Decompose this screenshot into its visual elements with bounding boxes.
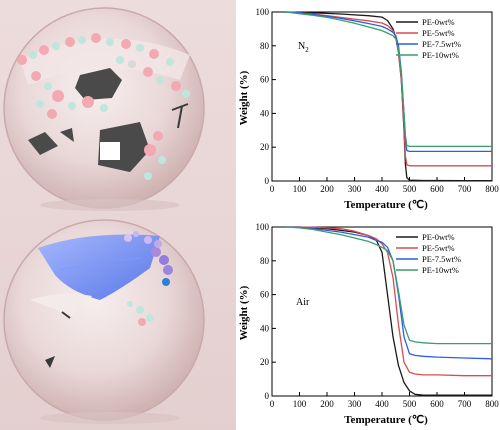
- legend-entry: PE-0wt%: [422, 232, 455, 242]
- legend-entry: PE-5wt%: [422, 243, 455, 253]
- legend-entry: PE-5wt%: [422, 28, 455, 38]
- x-tick-label: 200: [320, 399, 334, 409]
- y-axis-title: Weight (%): [238, 285, 250, 340]
- legend-entry: PE-10wt%: [422, 50, 459, 60]
- series-line-3: [285, 11, 492, 148]
- x-tick-label: 500: [403, 399, 417, 409]
- y-tick-label: 40: [260, 323, 270, 333]
- series-line-0: [285, 11, 492, 182]
- series-line-2: [285, 226, 493, 360]
- y-tick-label: 100: [256, 222, 270, 232]
- molecule-beads: [17, 33, 190, 180]
- y-tick-label: 0: [265, 176, 270, 186]
- annotation-subscript: 2: [305, 46, 309, 54]
- legend-entry: PE-7.5wt%: [422, 254, 461, 264]
- x-tick-label: 300: [348, 399, 362, 409]
- dark-hole: [75, 68, 122, 100]
- series-line-1: [285, 11, 492, 167]
- plot-frame: [271, 11, 493, 182]
- y-tick-label: 80: [260, 256, 270, 266]
- x-tick-label: 700: [458, 399, 472, 409]
- series-line-0: [285, 226, 492, 396]
- series-line-3: [285, 226, 492, 345]
- y-axis-title: Weight (%): [238, 70, 250, 125]
- y-tick-label: 100: [256, 7, 270, 17]
- y-tick-label: 60: [260, 290, 270, 300]
- x-tick-label: 400: [375, 184, 389, 194]
- y-tick-label: 40: [260, 108, 270, 118]
- x-tick-label: 800: [485, 184, 499, 194]
- y-tick-label: 0: [265, 391, 270, 401]
- chart-nitrogen: 0 100 200 300 400 500 600 700 800 0 20 40 60 80 100 PE-…: [238, 7, 499, 211]
- x-tick-label: 400: [375, 399, 389, 409]
- char-layer-sheet: [38, 234, 160, 300]
- legend-entry: PE-10wt%: [422, 265, 459, 275]
- annotation-label: N2: [298, 41, 309, 54]
- annotation-main: N: [298, 41, 305, 52]
- x-tick-label: 600: [430, 399, 444, 409]
- series-line-2: [285, 11, 492, 153]
- x-axis-title: Temperature (℃): [344, 414, 428, 426]
- x-tick-label: 600: [430, 184, 444, 194]
- annotation-main: Air: [296, 297, 310, 308]
- dark-hole: [28, 132, 58, 155]
- chart-air: 0 100 200 300 400 500 600 700 800 0 20 40 60 80 100 PE-…: [238, 222, 499, 426]
- legend-entry: PE-0wt%: [422, 17, 455, 27]
- y-tick-label: 20: [260, 142, 270, 152]
- y-tick-label: 60: [260, 75, 270, 85]
- x-tick-label: 300: [348, 184, 362, 194]
- x-tick-label: 100: [293, 399, 307, 409]
- y-tick-label: 80: [260, 41, 270, 51]
- x-tick-label: 800: [485, 399, 499, 409]
- x-tick-label: 0: [270, 399, 275, 409]
- x-axis-title: Temperature (℃): [344, 199, 428, 211]
- annotation-label: Air: [296, 297, 310, 308]
- top-sphere: [3, 7, 205, 211]
- x-tick-label: 100: [293, 184, 307, 194]
- x-tick-label: 200: [320, 184, 334, 194]
- x-tick-label: 700: [458, 184, 472, 194]
- molecule-beads: [124, 231, 173, 326]
- legend-entry: PE-7.5wt%: [422, 39, 461, 49]
- illustration-panel: [0, 0, 236, 430]
- bottom-sphere: [3, 219, 205, 424]
- y-tick-label: 20: [260, 357, 270, 367]
- x-tick-label: 500: [403, 184, 417, 194]
- series-line-1: [285, 226, 492, 377]
- x-tick-label: 0: [270, 184, 275, 194]
